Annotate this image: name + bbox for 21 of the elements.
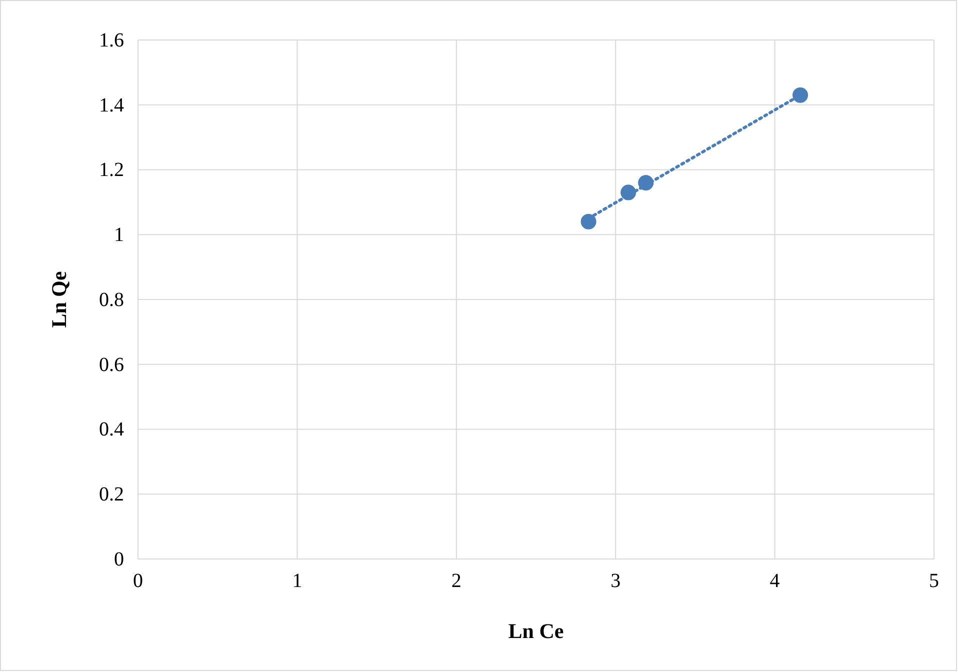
y-axis-title: Ln Qe bbox=[47, 271, 71, 328]
x-tick-label: 3 bbox=[610, 570, 621, 592]
x-axis-title: Ln Ce bbox=[508, 619, 564, 643]
x-tick-label: 4 bbox=[770, 570, 780, 592]
y-tick-label: 1.6 bbox=[99, 29, 124, 52]
y-tick-label: 0.4 bbox=[99, 418, 124, 441]
x-tick-label: 0 bbox=[133, 570, 143, 592]
y-tick-label: 0.8 bbox=[99, 288, 124, 311]
y-tick-label: 1.4 bbox=[99, 94, 124, 116]
y-tick-label: 1 bbox=[114, 224, 124, 246]
x-tick-label: 5 bbox=[929, 570, 939, 592]
point bbox=[620, 184, 636, 200]
y-tick-label: 1.2 bbox=[99, 159, 124, 182]
y-tick-label: 0 bbox=[114, 548, 124, 570]
point bbox=[580, 214, 596, 230]
point bbox=[638, 174, 654, 190]
x-tick-label: 2 bbox=[451, 570, 462, 592]
x-tick-label: 1 bbox=[292, 570, 302, 592]
point bbox=[792, 87, 808, 103]
y-tick-label: 0.6 bbox=[99, 354, 124, 376]
y-tick-label: 0.2 bbox=[99, 484, 124, 506]
